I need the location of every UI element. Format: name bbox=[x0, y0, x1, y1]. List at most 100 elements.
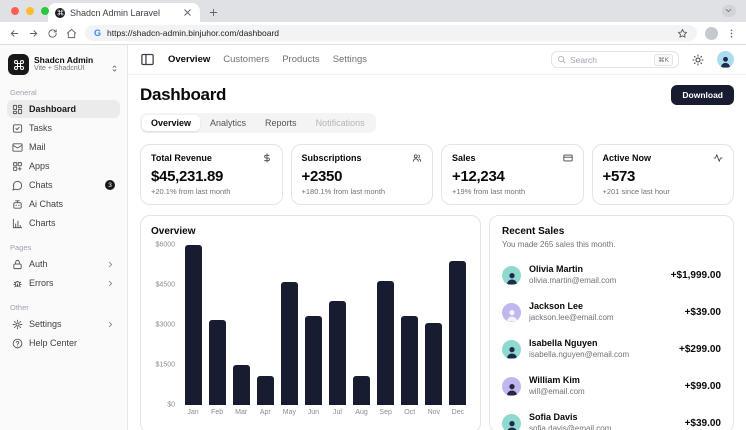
stat-title: Subscriptions bbox=[301, 153, 362, 163]
chevrons-up-down-icon bbox=[110, 60, 119, 72]
nav-link-overview[interactable]: Overview bbox=[168, 54, 211, 65]
sale-email: will@email.com bbox=[529, 386, 585, 396]
tab-overview[interactable]: Overview bbox=[142, 115, 201, 131]
bar-oct[interactable] bbox=[401, 315, 419, 405]
stat-cards: Total Revenue $45,231.89 +20.1% from last … bbox=[140, 144, 734, 205]
bar-column-jan: Jan bbox=[181, 245, 205, 417]
sale-name: Jackson Lee bbox=[529, 301, 584, 312]
tab-title: Shadcn Admin Laravel bbox=[70, 7, 161, 18]
overview-chart-card: Overview $6000 $4500 $3000 $1500 $0 Jan Feb Ma… bbox=[140, 215, 481, 430]
bar-mar[interactable] bbox=[232, 365, 250, 405]
bar-aug[interactable] bbox=[353, 375, 371, 405]
back-button[interactable] bbox=[9, 28, 20, 39]
tab-notifications[interactable]: Notifications bbox=[315, 118, 365, 128]
sidebar-toggle-icon[interactable] bbox=[140, 52, 155, 67]
sidebar-item-chats[interactable]: Chats 3 bbox=[7, 176, 120, 194]
sidebar-item-settings[interactable]: Settings bbox=[7, 315, 120, 333]
y-axis-tick: $0 bbox=[167, 401, 175, 409]
avatar bbox=[502, 265, 521, 285]
reload-button[interactable] bbox=[47, 28, 58, 39]
sale-email: isabella.nguyen@email.com bbox=[529, 349, 630, 359]
sale-name: Sofia Davis bbox=[529, 412, 578, 423]
maximize-window-button[interactable] bbox=[41, 7, 49, 15]
theme-toggle-sun-icon[interactable] bbox=[692, 54, 704, 66]
bar-dec[interactable] bbox=[449, 261, 467, 405]
stat-value: +12,234 bbox=[452, 168, 505, 185]
bar-jul[interactable] bbox=[329, 301, 346, 405]
x-axis-label: Mar bbox=[235, 409, 248, 416]
tab-favicon bbox=[55, 7, 65, 18]
sidebar-item-apps[interactable]: Apps bbox=[7, 157, 120, 175]
nav-link-settings[interactable]: Settings bbox=[332, 54, 368, 65]
tab-list-button[interactable] bbox=[722, 5, 736, 17]
bookmark-star-icon[interactable] bbox=[677, 28, 688, 39]
checklist-icon bbox=[12, 123, 23, 134]
bar-column-oct: Oct bbox=[398, 245, 422, 417]
close-window-button[interactable] bbox=[11, 7, 19, 15]
home-button[interactable] bbox=[66, 28, 77, 39]
sidebar-item-tasks[interactable]: Tasks bbox=[7, 119, 120, 137]
sidebar-item-label: Auth bbox=[29, 259, 48, 269]
sale-info: Jackson Lee jackson.lee@email.com bbox=[529, 301, 614, 323]
tab-analytics[interactable]: Analytics bbox=[210, 118, 247, 128]
lock-icon bbox=[12, 259, 23, 270]
url-text[interactable]: https://shadcn-admin.binjuhor.com/dashbo… bbox=[107, 28, 280, 38]
stat-card-sales: Sales +12,234 +19% from last month bbox=[441, 144, 584, 205]
sidebar-item-charts[interactable]: Charts bbox=[7, 214, 120, 232]
chats-badge: 3 bbox=[105, 180, 115, 190]
tab-reports[interactable]: Reports bbox=[265, 118, 297, 128]
mail-icon bbox=[12, 142, 23, 153]
bottom-row: Overview $6000 $4500 $3000 $1500 $0 Jan Feb Ma… bbox=[140, 215, 734, 430]
browser-menu-icon[interactable] bbox=[726, 28, 737, 39]
sidebar-item-dashboard[interactable]: Dashboard bbox=[7, 100, 120, 118]
nav-link-customers[interactable]: Customers bbox=[223, 54, 270, 65]
browser-tab[interactable]: Shadcn Admin Laravel bbox=[48, 3, 200, 22]
sidebar-item-help-center[interactable]: Help Center bbox=[7, 334, 120, 352]
workspace-switcher[interactable]: Shadcn Admin Vite + ShadcnUI bbox=[7, 52, 120, 77]
bar-jun[interactable] bbox=[304, 315, 322, 405]
sidebar-item-label: Errors bbox=[29, 278, 54, 288]
sale-row-isabella-nguyen: Isabella Nguyen isabella.nguyen@email.com… bbox=[502, 338, 721, 360]
sale-row-jackson-lee: Jackson Lee jackson.lee@email.com +$39.00 bbox=[502, 301, 721, 323]
gear-icon bbox=[12, 319, 23, 330]
bar-feb[interactable] bbox=[208, 319, 226, 405]
address-bar[interactable]: G https://shadcn-admin.binjuhor.com/dash… bbox=[85, 25, 697, 41]
sidebar-item-auth[interactable]: Auth bbox=[7, 255, 120, 273]
new-tab-button[interactable] bbox=[208, 7, 219, 18]
dollar-icon bbox=[262, 153, 272, 163]
bar-column-aug: Aug bbox=[350, 245, 374, 417]
forward-button[interactable] bbox=[28, 28, 39, 39]
sidebar-item-errors[interactable]: Errors bbox=[7, 274, 120, 292]
y-axis-tick: $3000 bbox=[155, 321, 175, 329]
bar-area bbox=[205, 245, 229, 405]
x-axis-label: Apr bbox=[259, 409, 271, 416]
sidebar-item-label: Mail bbox=[29, 142, 46, 152]
x-axis-label: Jun bbox=[307, 409, 320, 416]
bar-area bbox=[374, 245, 398, 405]
sale-amount: +$99.00 bbox=[684, 380, 721, 392]
minimize-window-button[interactable] bbox=[26, 7, 34, 15]
search-box[interactable]: ⌘K bbox=[551, 51, 679, 68]
bar-sep[interactable] bbox=[377, 281, 395, 405]
bar-nov[interactable] bbox=[425, 322, 443, 405]
bar-area bbox=[301, 245, 325, 405]
bar-jan[interactable] bbox=[184, 245, 202, 405]
sale-row-sofia-davis: Sofia Davis sofia.davis@email.com +$39.00 bbox=[502, 412, 721, 430]
chevron-right-icon bbox=[106, 260, 115, 269]
help-icon bbox=[12, 338, 23, 349]
download-button[interactable]: Download bbox=[671, 85, 734, 105]
sidebar-item-ai-chats[interactable]: Ai Chats bbox=[7, 195, 120, 213]
recent-sales-title: Recent Sales bbox=[502, 226, 565, 237]
bar-apr[interactable] bbox=[256, 375, 274, 405]
bar-may[interactable] bbox=[280, 282, 298, 405]
window-controls[interactable] bbox=[11, 7, 49, 15]
sidebar: Shadcn Admin Vite + ShadcnUI General Dash… bbox=[0, 45, 128, 430]
user-avatar[interactable] bbox=[717, 51, 734, 68]
browser-profile-avatar[interactable] bbox=[705, 26, 718, 40]
sidebar-item-mail[interactable]: Mail bbox=[7, 138, 120, 156]
tab-close-icon[interactable] bbox=[182, 7, 193, 18]
bar-area bbox=[350, 245, 374, 405]
stat-value: +573 bbox=[602, 168, 636, 185]
nav-link-products[interactable]: Products bbox=[282, 54, 320, 65]
search-input[interactable] bbox=[570, 54, 651, 65]
